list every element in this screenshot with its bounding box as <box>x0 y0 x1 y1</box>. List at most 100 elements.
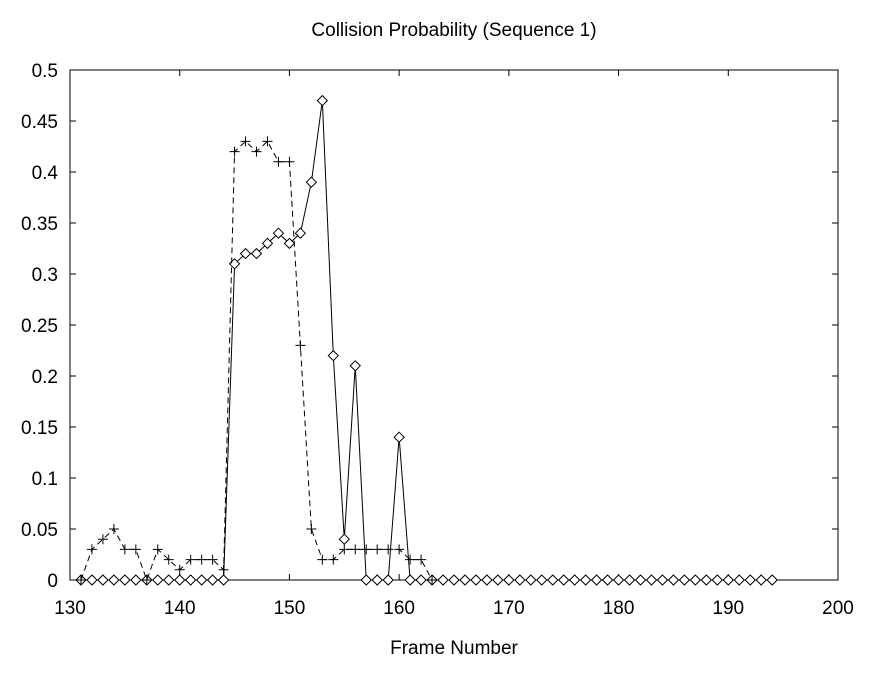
chart-title: Collision Probability (Sequence 1) <box>311 20 596 41</box>
series-2-plus <box>75 136 438 585</box>
diamond-marker <box>623 574 636 586</box>
diamond-marker <box>338 533 350 545</box>
y-tick-label: 0.45 <box>21 112 58 133</box>
plus-marker <box>119 544 130 555</box>
diamond-marker <box>305 176 318 188</box>
diamond-marker <box>360 574 372 586</box>
diamond-marker <box>766 574 778 586</box>
diamond-marker <box>733 574 745 586</box>
diamond-marker <box>689 574 702 586</box>
diamond-marker <box>349 360 361 372</box>
series-layer <box>75 94 778 586</box>
diamond-marker <box>119 574 131 586</box>
diamond-marker <box>459 574 471 586</box>
x-tick-label: 200 <box>822 598 854 619</box>
diamond-marker <box>525 574 537 586</box>
x-tick-label: 160 <box>383 598 415 619</box>
x-axis-title: Frame Number <box>390 638 518 659</box>
y-axis: 0 0.05 0.1 0.15 0.2 0.25 0.3 0.35 0.4 0.45 0.5 <box>21 61 838 592</box>
series-line <box>80 140 433 582</box>
diamond-marker <box>294 227 307 239</box>
y-tick-label: 0.35 <box>21 214 58 235</box>
x-axis: 130 140 150 160 170 180 190 200 <box>54 70 854 619</box>
plus-marker <box>207 554 218 565</box>
plus-marker <box>262 136 273 147</box>
plus-marker <box>383 544 394 555</box>
plus-marker <box>75 575 86 585</box>
diamond-marker <box>152 574 164 586</box>
diamond-marker <box>590 574 603 586</box>
diamond-marker <box>283 237 296 250</box>
plus-marker <box>130 544 141 555</box>
y-tick-label: 0.15 <box>21 418 58 439</box>
y-tick-label: 0.3 <box>32 265 58 286</box>
x-tick-label: 150 <box>274 598 306 619</box>
diamond-marker <box>667 574 680 586</box>
plus-marker <box>372 544 383 555</box>
plus-marker <box>317 554 328 565</box>
plus-marker <box>108 524 119 534</box>
diamond-marker <box>678 574 691 586</box>
diamond-marker <box>536 574 548 586</box>
diamond-marker <box>481 574 493 586</box>
x-tick-label: 180 <box>603 598 635 619</box>
diamond-marker <box>568 574 581 586</box>
y-tick-label: 0.4 <box>32 163 59 184</box>
plus-marker <box>251 146 262 157</box>
diamond-marker <box>261 237 274 250</box>
diamond-marker <box>382 574 394 586</box>
x-tick-label: 190 <box>712 598 744 619</box>
x-tick-label: 140 <box>164 598 196 619</box>
plus-marker <box>229 146 240 157</box>
plus-marker <box>394 544 405 555</box>
diamond-marker <box>492 574 504 586</box>
diamond-marker <box>393 431 405 443</box>
diamond-marker <box>722 574 734 586</box>
plus-marker <box>86 544 97 555</box>
y-tick-label: 0 <box>47 571 58 592</box>
plus-marker <box>163 554 174 565</box>
plus-marker <box>240 136 251 147</box>
diamond-marker <box>558 574 570 586</box>
plus-marker <box>416 554 427 565</box>
diamond-marker <box>700 574 713 586</box>
y-tick-label: 0.25 <box>21 316 58 337</box>
x-tick-label: 170 <box>493 598 525 619</box>
diamond-marker <box>744 574 756 586</box>
plot-frame <box>69 69 839 581</box>
diamond-marker <box>195 574 208 586</box>
diamond-marker <box>272 227 285 239</box>
plus-marker <box>361 544 372 555</box>
diamond-marker <box>184 574 197 586</box>
diamond-marker <box>601 574 614 586</box>
y-tick-label: 0.1 <box>32 469 58 490</box>
diamond-marker <box>239 247 252 260</box>
plus-marker <box>174 564 185 575</box>
diamond-marker <box>415 574 427 586</box>
series-1-diamond <box>75 94 778 586</box>
plus-marker <box>218 564 229 575</box>
plus-marker <box>152 544 163 555</box>
diamond-marker <box>404 574 416 586</box>
diamond-marker <box>206 574 219 586</box>
plus-marker <box>284 156 295 167</box>
diamond-marker <box>437 574 449 586</box>
diamond-marker <box>97 574 109 586</box>
diamond-marker <box>448 574 460 586</box>
diamond-marker <box>250 247 263 260</box>
diamond-marker <box>217 574 230 586</box>
diamond-marker <box>327 349 340 362</box>
y-tick-label: 0.5 <box>32 61 58 82</box>
plus-marker <box>339 544 350 555</box>
plus-marker <box>427 575 438 585</box>
y-tick-label: 0.05 <box>21 520 58 541</box>
diamond-marker <box>656 574 669 586</box>
diamond-marker <box>86 574 98 586</box>
x-tick-label: 130 <box>54 598 86 619</box>
diamond-marker <box>163 574 175 586</box>
plus-marker <box>350 544 361 555</box>
plus-marker <box>295 340 306 351</box>
diamond-marker <box>174 574 186 586</box>
diamond-marker <box>514 574 526 586</box>
